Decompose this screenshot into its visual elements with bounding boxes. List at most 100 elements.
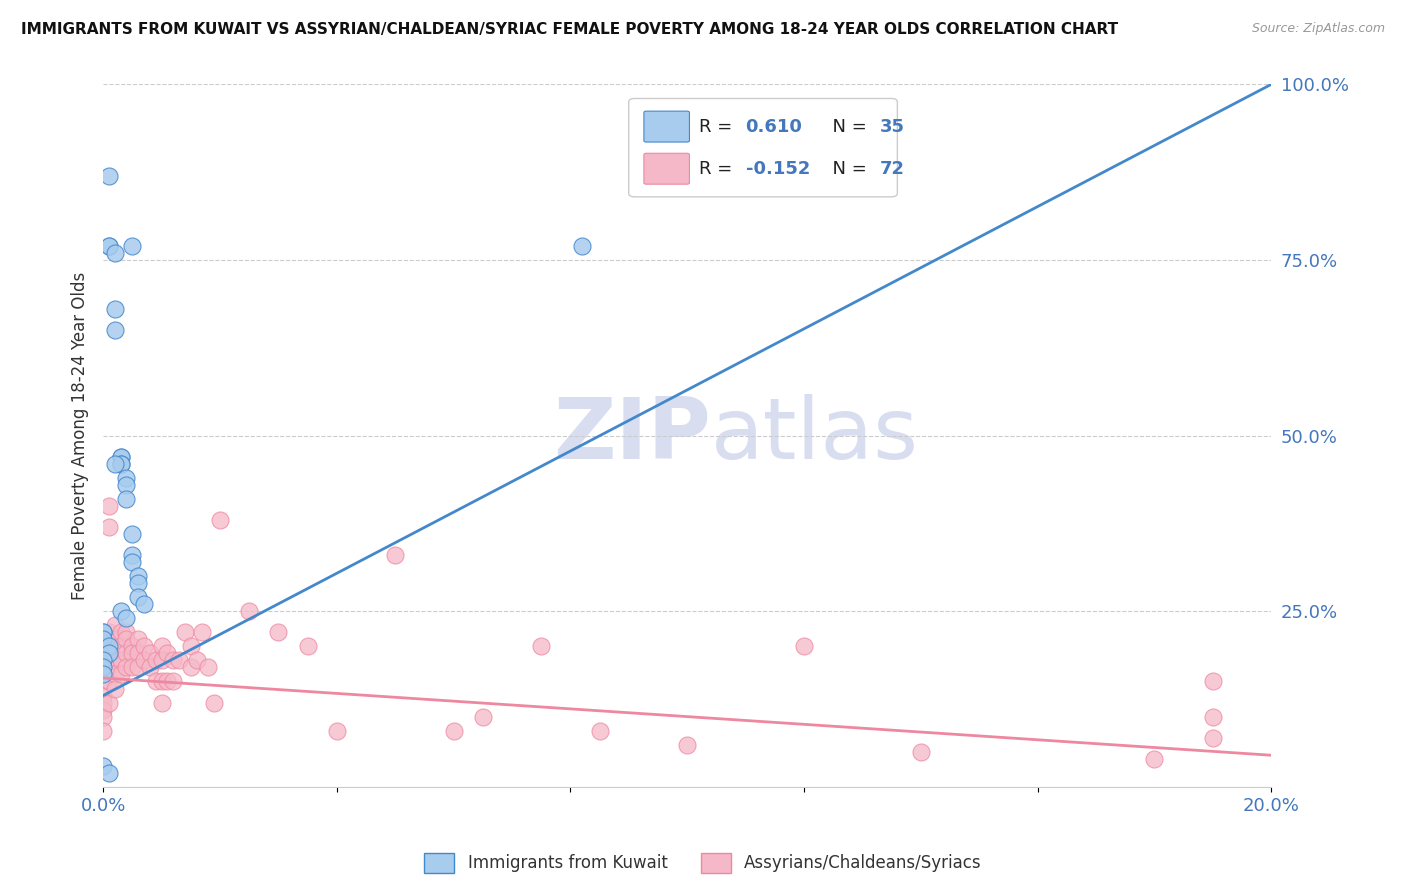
Point <box>297 640 319 654</box>
Text: 72: 72 <box>880 160 905 178</box>
Point <box>110 450 132 464</box>
Point <box>132 597 155 611</box>
Point <box>91 632 114 647</box>
Point <box>104 323 127 337</box>
Point <box>150 653 173 667</box>
Text: 35: 35 <box>880 118 905 136</box>
Point <box>132 640 155 654</box>
Point <box>98 169 121 183</box>
Point <box>150 674 173 689</box>
Point <box>1202 709 1225 723</box>
Point <box>167 653 190 667</box>
Point <box>110 653 132 667</box>
Point <box>98 625 121 640</box>
Point <box>910 745 932 759</box>
Point <box>110 457 132 471</box>
Point <box>91 723 114 738</box>
Point <box>443 723 465 738</box>
Text: N =: N = <box>821 160 873 178</box>
FancyBboxPatch shape <box>644 112 689 142</box>
Text: -0.152: -0.152 <box>745 160 810 178</box>
Point <box>180 640 202 654</box>
Point <box>98 239 121 253</box>
Point <box>91 709 114 723</box>
Point <box>98 646 121 660</box>
Point <box>139 660 162 674</box>
Point <box>91 625 114 640</box>
Point <box>110 450 132 464</box>
Point <box>98 696 121 710</box>
Text: ZIP: ZIP <box>553 394 710 477</box>
Point <box>156 646 179 660</box>
Point <box>127 632 149 647</box>
Point <box>98 640 121 654</box>
Point <box>91 625 114 640</box>
Legend: Immigrants from Kuwait, Assyrians/Chaldeans/Syriacs: Immigrants from Kuwait, Assyrians/Chalde… <box>418 847 988 880</box>
Point <box>104 618 127 632</box>
FancyBboxPatch shape <box>628 98 897 197</box>
Point <box>588 723 610 738</box>
Point <box>110 667 132 681</box>
Point <box>325 723 347 738</box>
Point <box>150 640 173 654</box>
Point <box>208 513 231 527</box>
Point <box>91 667 114 681</box>
Point <box>104 632 127 647</box>
Point <box>471 709 494 723</box>
Point <box>127 569 149 583</box>
Point <box>98 499 121 513</box>
Point <box>98 653 121 667</box>
Point <box>162 653 184 667</box>
Text: IMMIGRANTS FROM KUWAIT VS ASSYRIAN/CHALDEAN/SYRIAC FEMALE POVERTY AMONG 18-24 YE: IMMIGRANTS FROM KUWAIT VS ASSYRIAN/CHALD… <box>21 22 1118 37</box>
Point <box>530 640 553 654</box>
Point <box>793 640 815 654</box>
Point <box>132 653 155 667</box>
Point <box>121 527 143 541</box>
Point <box>197 660 219 674</box>
Point <box>384 548 406 562</box>
Point <box>98 520 121 534</box>
Point <box>186 653 208 667</box>
Point <box>1143 752 1166 766</box>
Point <box>127 590 149 604</box>
Point <box>104 653 127 667</box>
Point <box>121 555 143 569</box>
Point <box>110 457 132 471</box>
Point <box>127 646 149 660</box>
Point <box>173 625 195 640</box>
Point <box>162 674 184 689</box>
Point <box>115 646 138 660</box>
Point <box>91 758 114 772</box>
Point <box>110 640 132 654</box>
Point <box>91 702 114 716</box>
FancyBboxPatch shape <box>644 153 689 184</box>
Point <box>180 660 202 674</box>
Point <box>115 491 138 506</box>
Point <box>139 646 162 660</box>
Point <box>267 625 290 640</box>
Point <box>121 640 143 654</box>
Point <box>145 674 167 689</box>
Point <box>121 239 143 253</box>
Point <box>571 239 593 253</box>
Point <box>104 457 127 471</box>
Point <box>121 548 143 562</box>
Point <box>676 738 699 752</box>
Point <box>115 478 138 492</box>
Point <box>91 689 114 703</box>
Text: atlas: atlas <box>710 394 918 477</box>
Text: 0.610: 0.610 <box>745 118 803 136</box>
Text: R =: R = <box>699 118 738 136</box>
Text: R =: R = <box>699 160 738 178</box>
Point <box>202 696 225 710</box>
Point <box>238 604 260 618</box>
Point <box>145 653 167 667</box>
Point <box>121 646 143 660</box>
Point <box>91 696 114 710</box>
Text: Source: ZipAtlas.com: Source: ZipAtlas.com <box>1251 22 1385 36</box>
Point <box>191 625 214 640</box>
Point <box>127 660 149 674</box>
Text: N =: N = <box>821 118 873 136</box>
Point <box>121 660 143 674</box>
Point <box>115 660 138 674</box>
